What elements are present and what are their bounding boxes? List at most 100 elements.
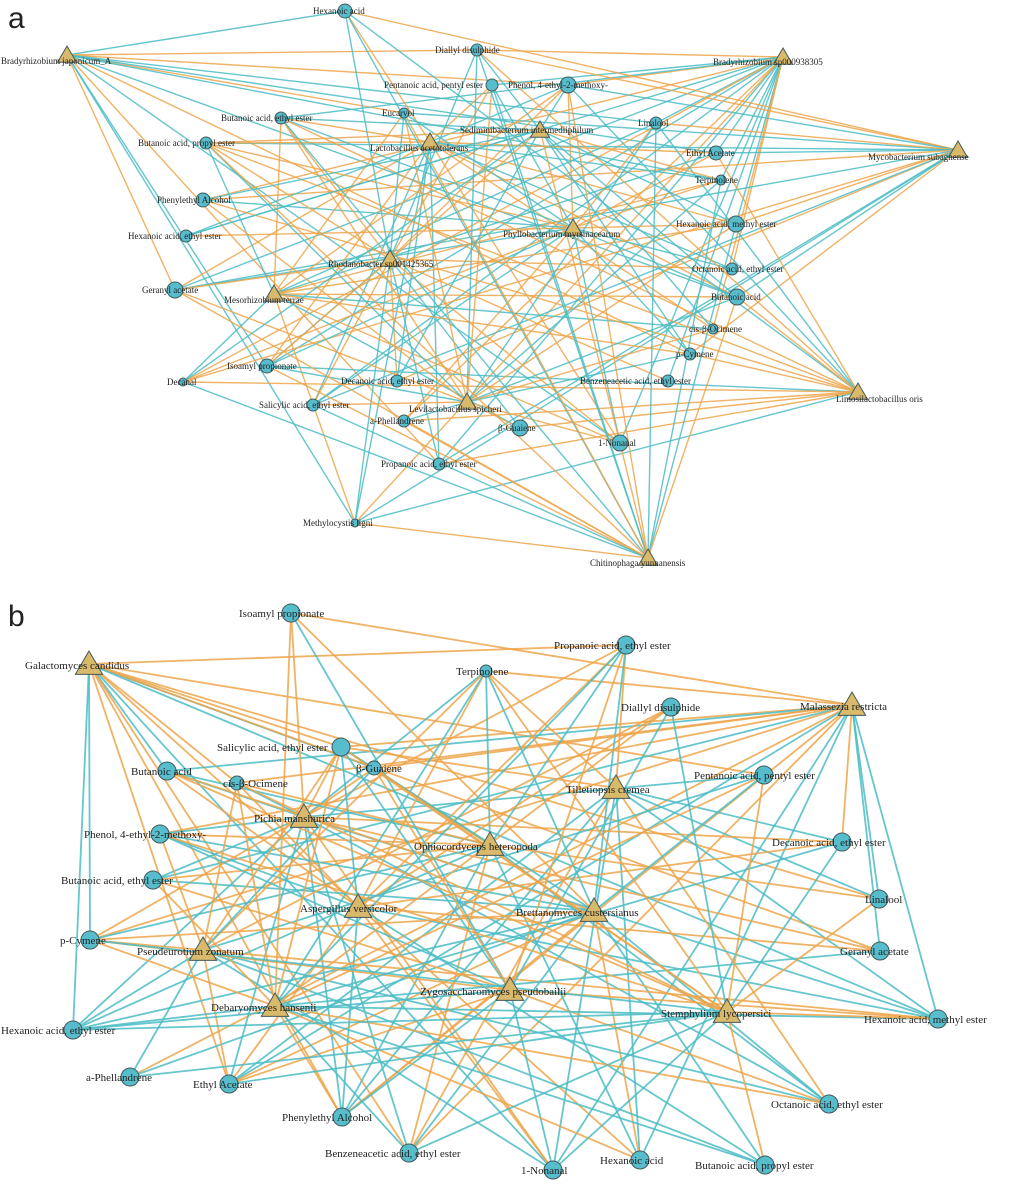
compound-label: a-Phellandrene <box>370 416 424 426</box>
compound-circle <box>661 374 675 388</box>
microbe-triangle <box>637 548 659 566</box>
compound-node: a-Phellandrene <box>370 414 424 428</box>
edge <box>485 670 617 789</box>
microbe-node: Galactomyces candidus <box>25 650 129 675</box>
microbe-label: Limosilactobacillus oris <box>836 394 923 404</box>
compound-circle <box>219 1074 239 1094</box>
microbe-triangle <box>56 45 78 63</box>
edge <box>736 296 859 393</box>
compound-label: β-Guaiene <box>356 763 402 775</box>
compound-circle <box>728 288 746 306</box>
compound-circle <box>331 737 351 757</box>
compound-node: Butanoic acid <box>711 288 761 306</box>
edge <box>615 787 843 843</box>
edge <box>72 910 595 1031</box>
edge <box>344 10 431 143</box>
edge <box>174 258 391 291</box>
compound-circle <box>229 775 245 791</box>
compound-circle <box>470 43 484 57</box>
edge <box>403 112 468 403</box>
edge <box>572 122 657 229</box>
edge <box>466 401 621 444</box>
edge <box>273 152 717 295</box>
edge <box>389 258 521 429</box>
edge <box>266 365 649 559</box>
microbe-node: Bradyrhizobium japonicum_A <box>1 45 112 66</box>
compound-node: 1-Nonanal <box>598 434 636 452</box>
edge <box>572 152 717 229</box>
edge <box>689 353 859 393</box>
compound-circle <box>543 1160 563 1180</box>
compound-label: β-Guaiene <box>498 423 536 433</box>
compound-label: Butanoic acid, ethyl ester <box>61 875 173 887</box>
edge <box>736 149 959 298</box>
edge <box>466 84 493 403</box>
compound-label: Phenol, 4-ethyl-2-methoxy- <box>508 80 608 90</box>
edge <box>280 56 784 119</box>
edge <box>476 49 784 58</box>
edge <box>280 117 649 559</box>
edge <box>389 84 569 260</box>
compound-node: β-Guaiene <box>356 760 402 776</box>
edge <box>539 129 621 444</box>
edge <box>476 49 541 131</box>
edge <box>202 706 672 951</box>
edge <box>174 141 431 291</box>
compound-label: Propanoic acid, ethyl ester <box>554 640 671 652</box>
edge <box>485 670 728 1013</box>
edge <box>429 141 738 298</box>
edge <box>303 670 487 818</box>
edge <box>552 704 853 1171</box>
microbe-label: Galactomyces candidus <box>25 660 129 672</box>
edge <box>408 787 617 1154</box>
microbe-triangle <box>562 218 584 236</box>
edge <box>273 122 657 295</box>
edge <box>182 129 541 383</box>
edge <box>273 223 737 295</box>
compound-label: Hexanoic acid <box>600 1155 664 1167</box>
edge <box>491 56 784 86</box>
compound-circle <box>179 229 193 243</box>
compound-node: Pentanoic acid, pentyl ester <box>384 78 499 92</box>
edge <box>182 381 649 559</box>
compound-circle <box>166 281 184 299</box>
edge <box>159 833 728 1013</box>
microbe-triangle <box>947 140 969 158</box>
compound-node: Phenylethyl Alcohol <box>157 192 231 208</box>
edge <box>303 644 627 818</box>
edge <box>615 644 627 789</box>
microbe-label: Phyllobacterium myrsinacearum <box>503 229 620 239</box>
microbe-label: Brettanomyces custersianus <box>516 907 639 919</box>
edge <box>509 989 554 1171</box>
edge <box>274 1005 939 1020</box>
compound-label: Pentanoic acid, pentyl ester <box>694 770 815 782</box>
edge <box>303 774 765 818</box>
compound-label: Eucarvol <box>382 108 415 118</box>
microbe-node: Aspergillus versicolor <box>300 893 398 918</box>
microbe-triangle <box>712 998 742 1023</box>
edge <box>509 706 672 991</box>
edge <box>344 10 959 151</box>
edge <box>202 746 342 951</box>
edge <box>273 293 738 298</box>
compound-label: Geranyl acetate <box>840 946 909 958</box>
compound-node: Pentanoic acid, pentyl ester <box>694 765 815 785</box>
compound-node: cis-β-Ocimene <box>223 775 288 791</box>
edge <box>202 949 830 1105</box>
edge <box>615 787 939 1020</box>
panel-a-letter: a <box>8 2 25 35</box>
edge <box>389 49 478 260</box>
microbe-label: Chitinophaga yunnanensis <box>590 558 686 568</box>
edge <box>340 746 511 991</box>
compound-node: Geranyl acetate <box>840 941 909 961</box>
compound-node: Phenylethyl Alcohol <box>282 1107 372 1127</box>
compound-label: Hexanoic acid, ethyl ester <box>128 231 221 241</box>
compound-circle <box>715 174 727 186</box>
edge <box>152 879 595 912</box>
edge <box>66 54 657 124</box>
edge <box>485 670 491 846</box>
microbe-node: Stemphylium lycopersici <box>661 998 771 1023</box>
compound-label: Butanoic acid <box>131 766 192 778</box>
edge <box>539 84 569 131</box>
compound-circle <box>754 765 774 785</box>
